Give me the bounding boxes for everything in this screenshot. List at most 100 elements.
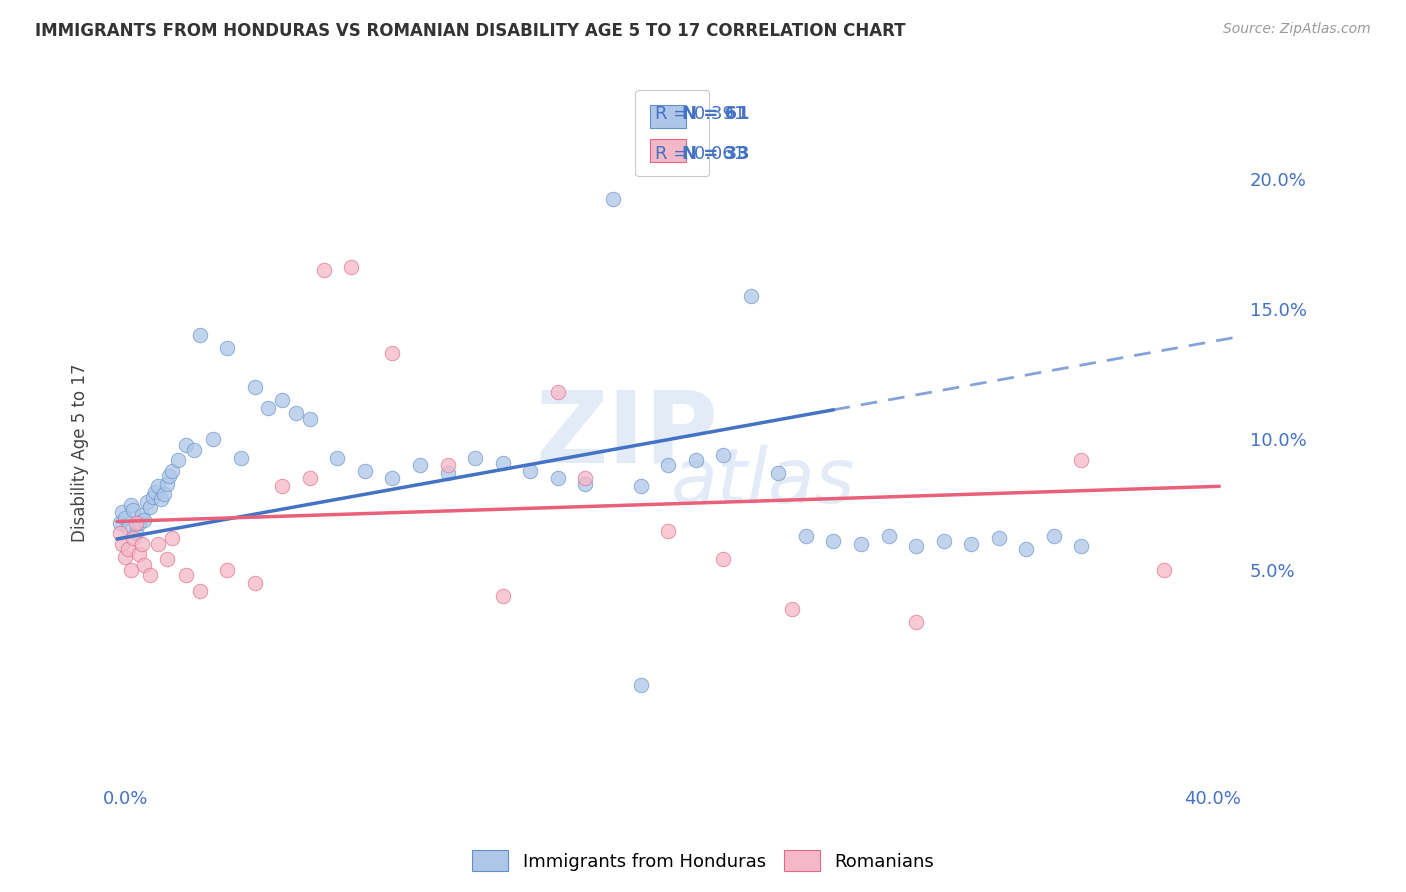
Text: Source: ZipAtlas.com: Source: ZipAtlas.com [1223,22,1371,37]
Point [711,448,734,462]
Point [155,476,177,491]
Point [134,558,156,572]
Point [905,615,928,629]
Point [150,492,173,507]
Point [229,450,252,465]
Point [271,393,294,408]
Point [111,505,134,519]
Point [823,534,845,549]
Point [1043,529,1066,543]
Point [174,437,197,451]
Text: R = 0.391: R = 0.391 [655,105,745,123]
Point [125,526,148,541]
Point [120,563,142,577]
Point [574,471,596,485]
Point [139,500,162,515]
Point [183,442,205,457]
Point [117,541,139,556]
Point [932,534,955,549]
Point [630,479,652,493]
Point [657,458,679,473]
Point [354,464,377,478]
Point [114,510,136,524]
Point [217,563,239,577]
Point [160,532,183,546]
Point [136,495,159,509]
Point [188,328,211,343]
Point [122,532,145,546]
Point [166,453,188,467]
Point [711,552,734,566]
Point [217,341,239,355]
Point [243,380,266,394]
Point [657,524,679,538]
Point [148,479,170,493]
Text: R = 0.061: R = 0.061 [655,145,745,163]
Point [519,464,541,478]
Point [128,516,150,530]
Point [464,450,486,465]
Text: atlas: atlas [671,445,855,519]
Point [547,385,569,400]
Point [312,263,335,277]
Text: N = 33: N = 33 [682,145,749,163]
Point [492,589,515,603]
Point [285,406,308,420]
Point [108,516,131,530]
Point [128,547,150,561]
Point [1070,453,1092,467]
Point [849,537,872,551]
Point [409,458,432,473]
Point [131,508,153,522]
Point [298,471,321,485]
Text: IMMIGRANTS FROM HONDURAS VS ROMANIAN DISABILITY AGE 5 TO 17 CORRELATION CHART: IMMIGRANTS FROM HONDURAS VS ROMANIAN DIS… [35,22,905,40]
Point [1015,541,1038,556]
Point [145,484,167,499]
Point [436,467,458,481]
Point [271,479,294,493]
Point [134,513,156,527]
Point [108,526,131,541]
Point [794,529,817,543]
Text: N = 61: N = 61 [682,105,749,123]
Point [381,346,404,360]
Point [630,677,652,691]
Text: 0.0%: 0.0% [103,789,149,807]
Legend: , : , [636,90,709,177]
Point [326,450,349,465]
Point [114,549,136,564]
Point [122,503,145,517]
Point [905,539,928,553]
Point [960,537,983,551]
Point [120,498,142,512]
Y-axis label: Disability Age 5 to 17: Disability Age 5 to 17 [72,363,89,541]
Point [780,602,803,616]
Point [131,537,153,551]
Point [257,401,280,415]
Point [685,453,707,467]
Point [1153,563,1175,577]
Point [381,471,404,485]
Point [152,487,174,501]
Point [340,260,363,275]
Point [139,568,162,582]
Point [155,552,177,566]
Point [1070,539,1092,553]
Point [157,468,180,483]
Point [492,456,515,470]
Point [987,532,1010,546]
Point [117,521,139,535]
Text: ZIP: ZIP [536,386,718,483]
Point [125,516,148,530]
Point [298,411,321,425]
Legend: Immigrants from Honduras, Romanians: Immigrants from Honduras, Romanians [465,843,941,879]
Point [148,537,170,551]
Point [174,568,197,582]
Point [243,575,266,590]
Point [547,471,569,485]
Text: 40.0%: 40.0% [1184,789,1241,807]
Point [740,289,762,303]
Point [188,583,211,598]
Point [160,464,183,478]
Point [202,433,225,447]
